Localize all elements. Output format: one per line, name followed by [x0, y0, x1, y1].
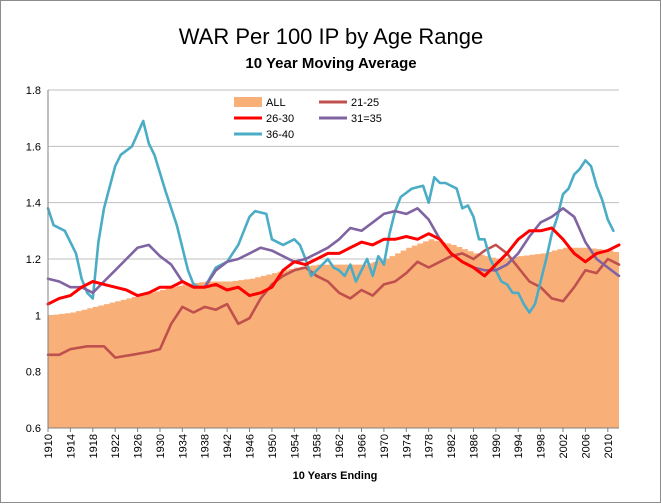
x-tick-label: 1922 — [110, 434, 122, 458]
y-tick-label: 0.8 — [26, 367, 41, 379]
x-tick-label: 1950 — [267, 434, 279, 458]
y-tick-label: 1.2 — [26, 254, 41, 266]
x-tick-label: 1934 — [177, 434, 189, 458]
y-tick-labels: 0.6 0.8 1 1.2 1.4 1.6 1.8 — [26, 85, 41, 435]
series-line-26-30 — [46, 226, 621, 306]
x-tick-label: 1942 — [222, 434, 234, 458]
chart-subtitle: 10 Year Moving Average — [245, 55, 416, 72]
x-tick-label: 1974 — [401, 434, 413, 458]
series-line-21-25 — [46, 243, 621, 359]
x-tick-label: 1978 — [424, 434, 436, 458]
legend-label: 26-30 — [266, 113, 294, 125]
x-tick-label: 1994 — [513, 434, 525, 458]
x-tick-label: 1958 — [312, 434, 324, 458]
x-tick-label: 2002 — [558, 434, 570, 458]
legend-label: 31=35 — [351, 113, 382, 125]
y-tick-label: 1.8 — [26, 85, 41, 97]
x-tick-label: 2006 — [580, 434, 592, 458]
x-tick-label: 2010 — [603, 434, 615, 458]
x-tick-label: 1914 — [65, 434, 77, 458]
x-tick-label: 1946 — [245, 434, 257, 458]
x-tick-label: 1982 — [446, 434, 458, 458]
y-tick-label: 1.4 — [26, 198, 41, 210]
series-line-31-35 — [46, 207, 621, 295]
x-tick-label: 1986 — [468, 434, 480, 458]
x-tick-label: 1966 — [356, 434, 368, 458]
y-tick-label: 1 — [35, 310, 41, 322]
x-tick-label: 1926 — [133, 434, 145, 458]
legend: ALL 21-25 26-30 31=35 36-40 — [234, 97, 382, 141]
x-tick-label: 1970 — [379, 434, 391, 458]
legend-swatch-all — [234, 97, 262, 107]
y-tick-label: 1.6 — [26, 141, 41, 153]
lines-layer — [46, 119, 621, 359]
x-tick-label: 1918 — [88, 434, 100, 458]
series-line-36-40 — [46, 119, 615, 314]
y-tick-label: 0.6 — [26, 423, 41, 435]
axes — [47, 90, 619, 432]
x-tick-labels: 1910 1914 1918 1922 1926 1930 1934 1938 1942 1946… — [43, 434, 615, 458]
legend-label: ALL — [266, 97, 286, 109]
legend-label: 36-40 — [266, 129, 294, 141]
x-tick-label: 1930 — [155, 434, 167, 458]
x-tick-label: 1990 — [491, 434, 503, 458]
x-tick-label: 1998 — [536, 434, 548, 458]
x-tick-label: 1938 — [200, 434, 212, 458]
x-axis-label: 10 Years Ending — [293, 470, 378, 482]
legend-label: 21-25 — [351, 97, 379, 109]
x-tick-label: 1910 — [43, 434, 55, 458]
x-tick-label: 1962 — [334, 434, 346, 458]
chart-title: WAR Per 100 IP by Age Range — [179, 24, 484, 49]
x-tick-label: 1954 — [289, 434, 301, 458]
